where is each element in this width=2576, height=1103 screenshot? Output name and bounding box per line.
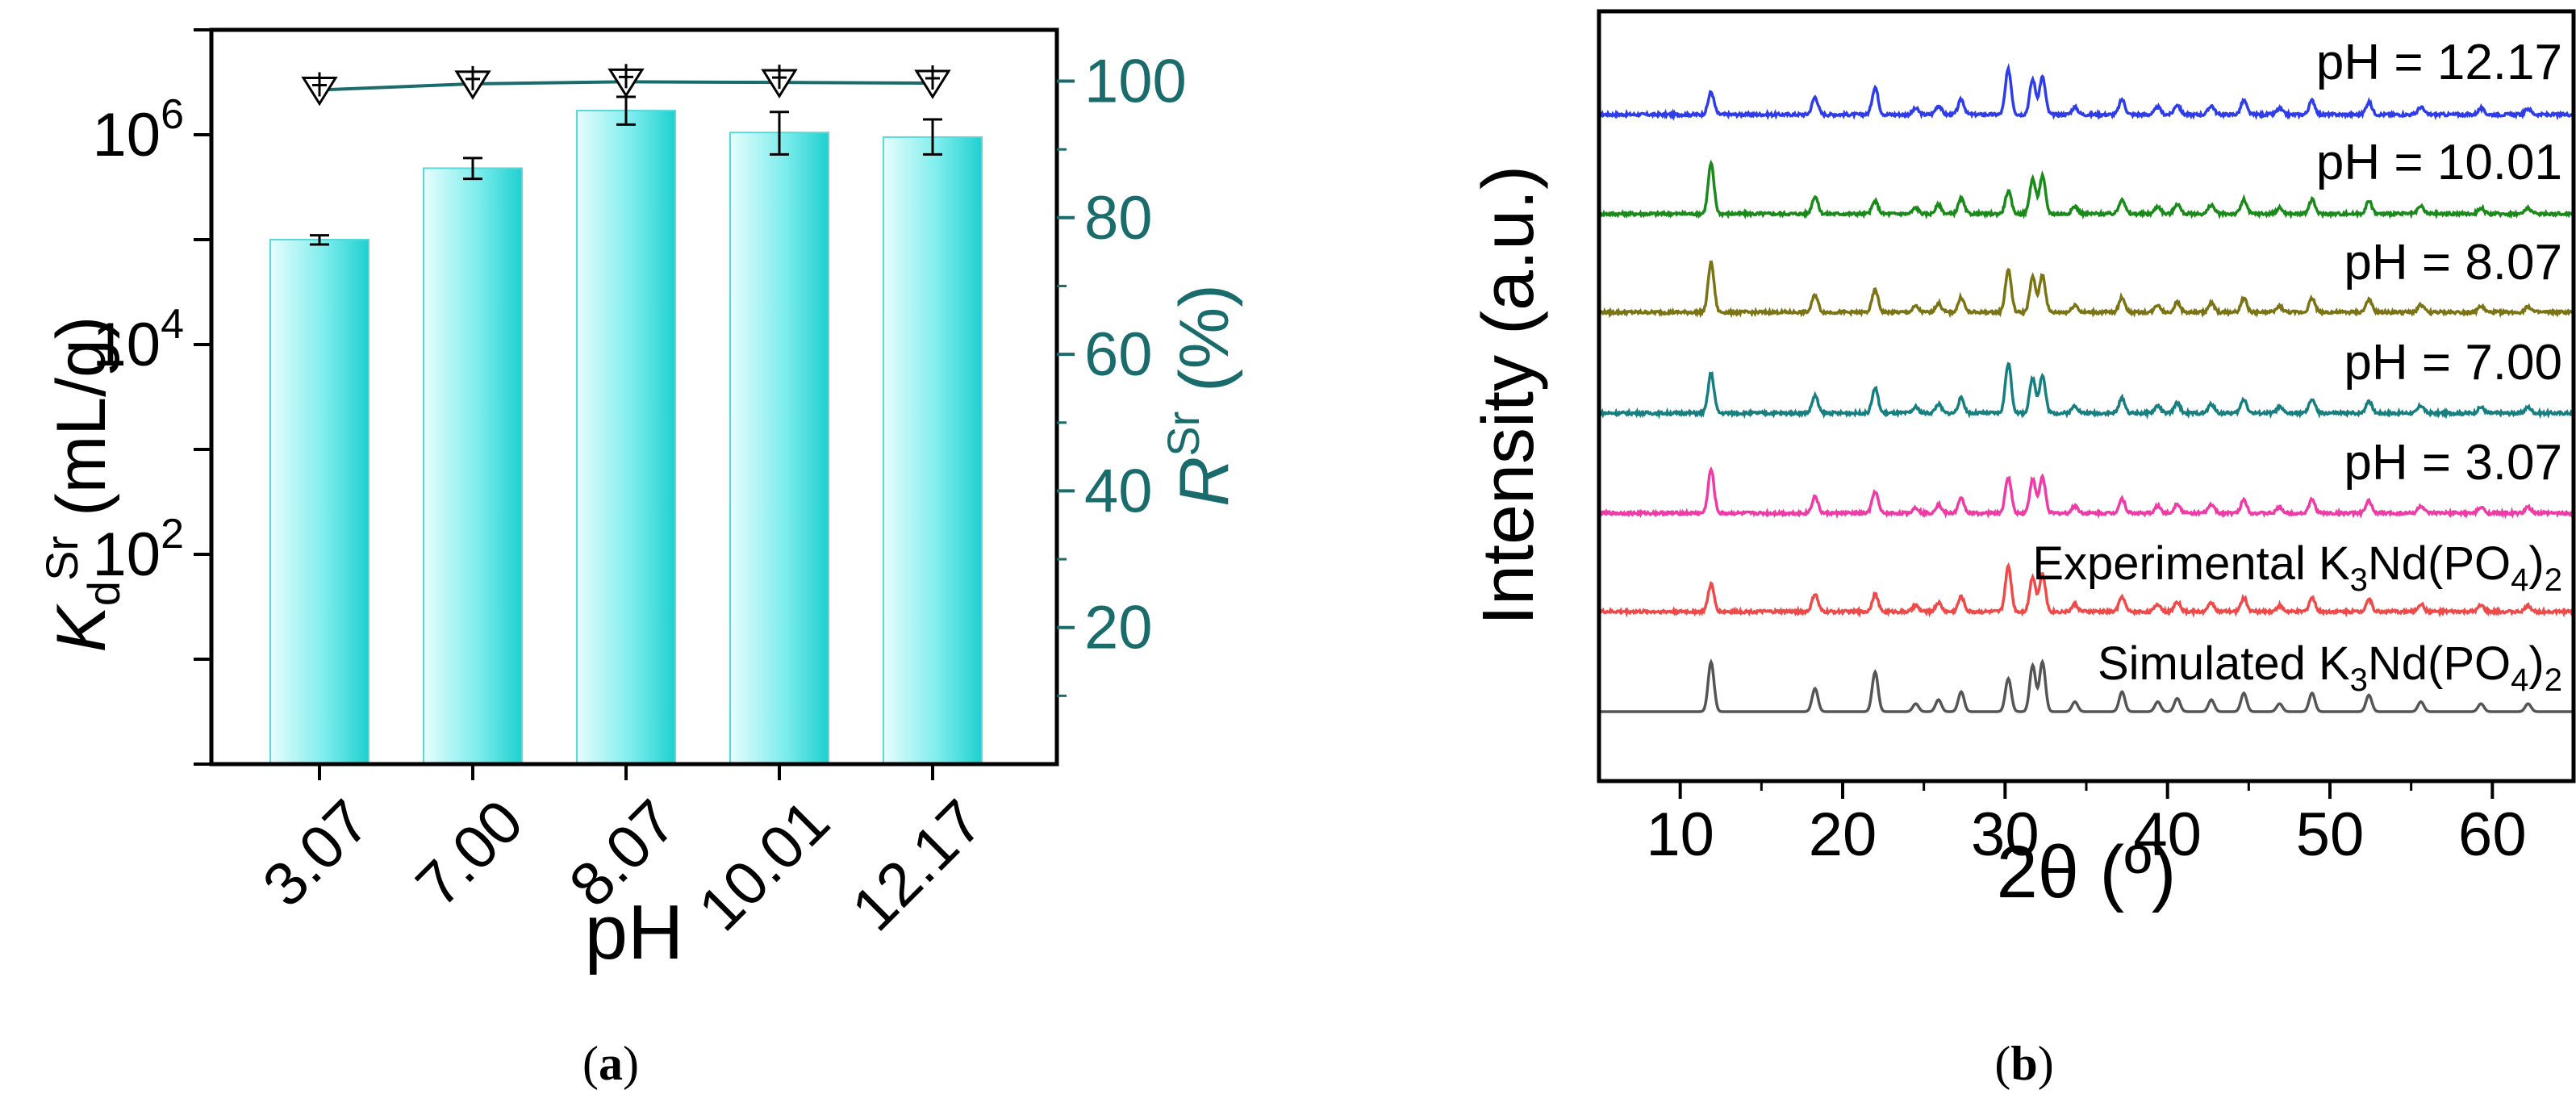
caption-a: (a) bbox=[582, 1037, 639, 1090]
recovery-marker-10.01 bbox=[761, 65, 798, 99]
kd-errorbar-10.01 bbox=[770, 111, 789, 156]
recovery-marker-7.00 bbox=[454, 65, 491, 100]
kd-errorbar-7.00 bbox=[463, 157, 482, 181]
kd-errorbar-12.17 bbox=[923, 118, 942, 156]
caption-b: (b) bbox=[1994, 1037, 2053, 1090]
xrd-x-tick-label-10: 10 bbox=[1646, 800, 1714, 869]
right-tick-label-100: 100 bbox=[1084, 47, 1187, 115]
xrd-trace-6 bbox=[1597, 562, 2575, 618]
xrd-x-tick-label-50: 50 bbox=[2296, 800, 2365, 869]
x-axis-title: pH bbox=[585, 889, 684, 976]
xrd-trace-7 bbox=[1599, 658, 2574, 713]
kd-bar-10.01 bbox=[729, 132, 829, 766]
recovery-line-group bbox=[301, 64, 951, 107]
xrd-traces-group bbox=[1597, 62, 2575, 713]
left-axis-ticks: 102 104 106 bbox=[93, 28, 211, 766]
xrd-y-axis-title: Intensity (a.u.) bbox=[1468, 165, 1549, 625]
xrd-x-tick-label-60: 60 bbox=[2458, 800, 2527, 869]
plot-frame bbox=[209, 27, 1059, 767]
trace-labels-group: pH = 12.17 pH = 10.01 pH = 8.07 pH = 7.00 pH… bbox=[2032, 35, 2562, 698]
left-tick-label-1e4: 104 bbox=[93, 301, 184, 379]
left-tick-label-1e6: 106 bbox=[93, 91, 184, 169]
x-tick-label-7.00: 7.00 bbox=[403, 787, 536, 920]
left-axis-title: KdSr (mL/g) bbox=[36, 316, 129, 653]
xrd-x-axis-ticks: 10 20 30 40 50 60 bbox=[1646, 781, 2527, 869]
xrd-trace-2 bbox=[1597, 159, 2575, 220]
panel-b-chart: pH = 12.17 pH = 10.01 pH = 8.07 pH = 7.00 pH… bbox=[1468, 9, 2576, 913]
xrd-trace-label-5: pH = 3.07 bbox=[2344, 435, 2562, 491]
xrd-x-axis-title: 2θ (º) bbox=[1997, 831, 2177, 913]
xrd-trace-label-6: Experimental K3Nd(PO4)2 bbox=[2032, 537, 2562, 598]
xrd-trace-4 bbox=[1598, 361, 2574, 420]
xrd-trace-label-1: pH = 12.17 bbox=[2316, 35, 2562, 90]
xrd-x-tick-label-30: 30 bbox=[1971, 800, 2040, 869]
xrd-trace-1 bbox=[1598, 62, 2574, 122]
xrd-x-tick-label-20: 20 bbox=[1809, 800, 1877, 869]
kd-bar-8.07 bbox=[576, 110, 676, 766]
left-tick-label-1e2: 102 bbox=[93, 511, 184, 589]
x-tick-label-12.17: 12.17 bbox=[839, 787, 996, 944]
right-tick-label-80: 80 bbox=[1084, 184, 1153, 253]
recovery-marker-12.17 bbox=[914, 65, 951, 99]
xrd-trace-5 bbox=[1597, 466, 2575, 520]
right-tick-label-60: 60 bbox=[1084, 320, 1153, 389]
kd-bar-7.00 bbox=[423, 167, 523, 765]
xrd-trace-label-2: pH = 10.01 bbox=[2316, 135, 2562, 190]
right-tick-label-40: 40 bbox=[1084, 457, 1153, 525]
xrd-x-tick-label-40: 40 bbox=[2133, 800, 2202, 869]
kd-bar-12.17 bbox=[883, 136, 983, 765]
recovery-marker-3.07 bbox=[301, 72, 338, 107]
kd-errorbar-3.07 bbox=[310, 234, 329, 246]
right-axis-title: RSr (%) bbox=[1158, 284, 1243, 507]
xrd-trace-label-4: pH = 7.00 bbox=[2344, 335, 2562, 391]
xrd-trace-label-3: pH = 8.07 bbox=[2344, 235, 2562, 290]
x-tick-label-10.01: 10.01 bbox=[686, 787, 843, 944]
right-tick-label-20: 20 bbox=[1084, 594, 1153, 662]
right-axis-ticks: 20 40 60 80 100 bbox=[1057, 47, 1187, 697]
recovery-marker-8.07 bbox=[607, 64, 645, 98]
kd-bar-3.07 bbox=[269, 239, 369, 765]
bar-group bbox=[269, 95, 983, 766]
xrd-trace-3 bbox=[1597, 260, 2575, 319]
x-tick-label-3.07: 3.07 bbox=[250, 787, 383, 920]
xrd-trace-label-7: Simulated K3Nd(PO4)2 bbox=[2098, 637, 2562, 698]
